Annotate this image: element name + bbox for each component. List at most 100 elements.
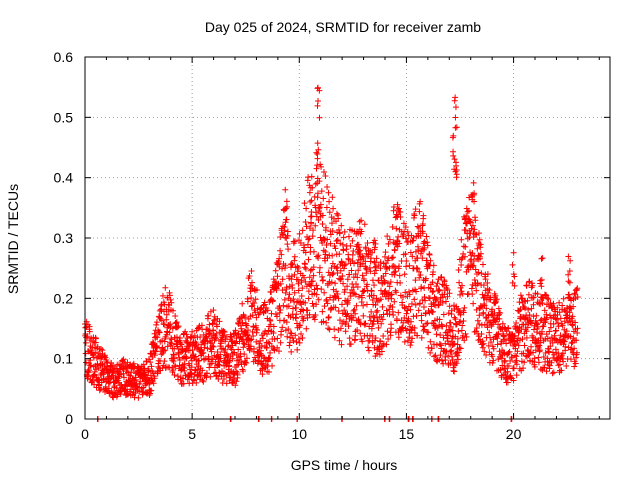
data-point [435,286,442,293]
data-point [320,195,327,202]
data-point [566,268,573,275]
data-point [312,311,319,318]
data-point [370,292,377,299]
data-point [134,384,141,391]
data-point [574,293,581,300]
data-point [340,234,347,241]
data-point [307,244,314,251]
data-point [334,269,341,276]
data-point [308,213,315,220]
data-point [451,314,458,321]
data-point [393,213,400,220]
data-point [358,217,365,224]
data-point [473,287,480,294]
data-point [402,251,409,258]
data-point [291,253,298,260]
data-point [305,288,312,295]
data-point [420,246,427,253]
data-point [522,321,529,328]
data-point [525,306,532,313]
data-point [221,370,228,377]
data-point [140,361,147,368]
data-point [476,236,483,243]
data-point [333,237,340,244]
data-point [396,272,403,279]
data-point [314,285,321,292]
data-point [429,279,436,286]
data-point [408,318,415,325]
data-point [400,319,407,326]
data-point [310,227,317,234]
data-point [216,369,223,376]
data-point [505,349,512,356]
data-point [329,252,336,259]
data-point [172,312,179,319]
data-point [452,104,459,111]
data-point [293,311,300,318]
data-point [441,278,448,285]
data-point [566,294,573,301]
data-point [573,354,580,361]
data-point [505,325,512,332]
data-point [356,218,363,225]
data-point [334,290,341,297]
data-point [158,307,165,314]
data-point [233,335,240,342]
data-point [541,364,548,371]
data-point [456,319,463,326]
data-point [509,261,516,268]
data-point [527,317,534,324]
data-point [253,287,260,294]
data-point [305,174,312,181]
data-point [166,292,173,299]
data-point [367,268,374,275]
data-point [189,347,196,354]
data-point [287,297,294,304]
data-point [557,315,564,322]
data-point [117,391,124,398]
data-point [393,289,400,296]
data-point [401,304,408,311]
data-point [307,198,314,205]
data-point [540,353,547,360]
data-point [494,341,501,348]
data-point [90,372,97,379]
data-point [403,258,410,265]
data-point [571,290,578,297]
data-point [397,208,404,215]
data-point [282,289,289,296]
data-point [204,370,211,377]
data-point [409,335,416,342]
data-point [269,362,276,369]
data-point [308,197,315,204]
data-point [277,339,284,346]
data-point [217,355,224,362]
data-point [484,292,491,299]
data-point [462,227,469,234]
data-point [288,330,295,337]
data-point [344,283,351,290]
data-point [368,308,375,315]
data-point [439,281,446,288]
data-point [188,364,195,371]
data-point [302,265,309,272]
data-point [443,322,450,329]
data-point [431,353,438,360]
data-point [249,312,256,319]
data-point [227,374,234,381]
data-point [335,226,342,233]
data-point [550,321,557,328]
data-point [433,283,440,290]
data-point [436,316,443,323]
data-point [400,220,407,227]
data-point [458,236,465,243]
data-point [210,307,217,314]
data-point [318,286,325,293]
data-point [422,275,429,282]
data-point [301,274,308,281]
data-point [387,278,394,285]
data-point [375,324,382,331]
data-point [206,328,213,335]
data-point [373,309,380,316]
data-point [131,394,138,401]
